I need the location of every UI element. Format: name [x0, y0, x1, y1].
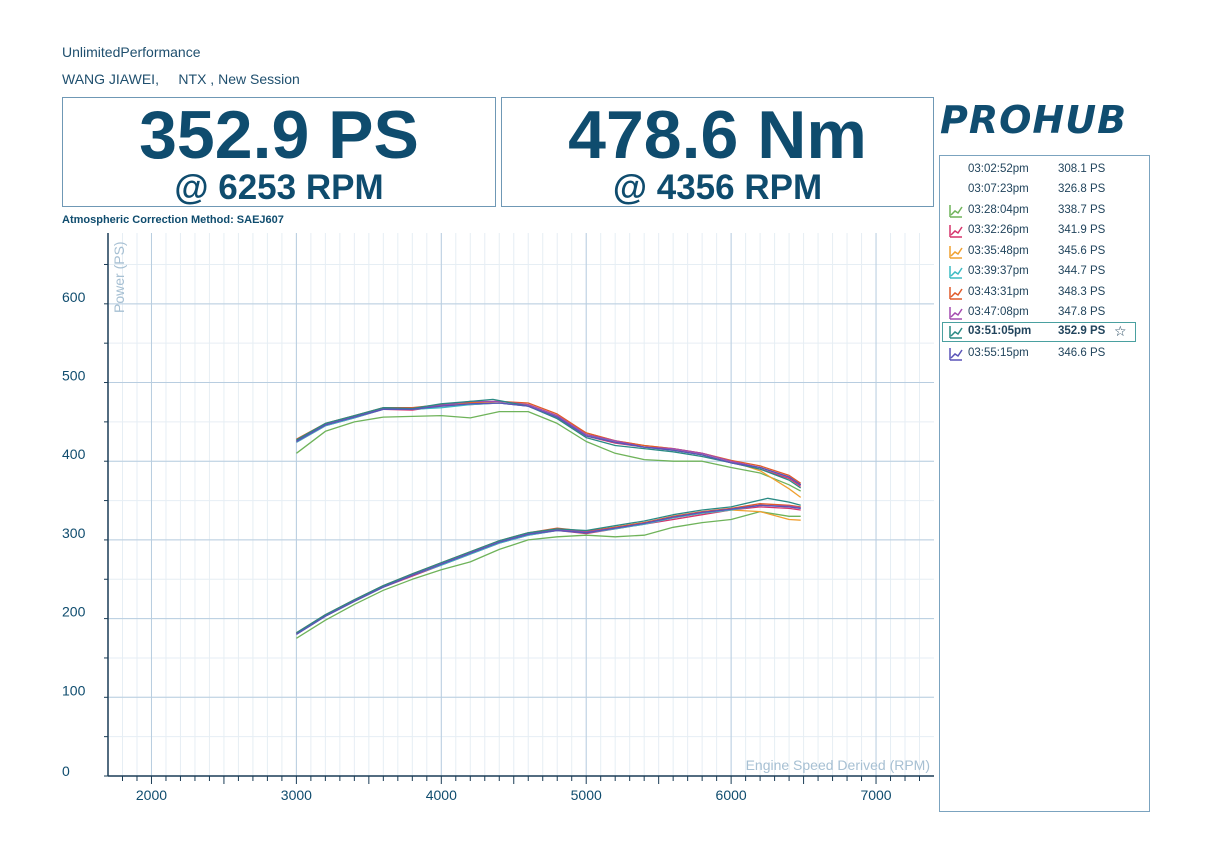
- company-name: UnlimitedPerformance: [62, 44, 201, 60]
- run-time: 03:28:04pm: [968, 204, 1029, 216]
- dyno-chart: 0 100 200 300 400 500 600 2000 3000 4000 5000 6000 7…: [62, 233, 934, 803]
- run-row[interactable]: 03:28:04pm 338.7 PS: [943, 202, 1135, 220]
- run-curve-icon: [949, 326, 963, 339]
- run-curve-icon: [949, 266, 963, 279]
- run-row[interactable]: 03:47:08pm 347.8 PS: [943, 304, 1135, 322]
- run-power: 352.9 PS: [1058, 325, 1106, 337]
- x-tick-label: 5000: [571, 787, 602, 803]
- run-curve-icon: [949, 307, 963, 320]
- run-power: 341.9 PS: [1058, 224, 1106, 236]
- run-power: 348.3 PS: [1058, 286, 1106, 298]
- run-row[interactable]: 03:39:37pm 344.7 PS: [943, 263, 1135, 281]
- runs-legend-panel: 03:02:52pm 308.1 PS 03:07:23pm 326.8 PS 03:2…: [939, 155, 1150, 812]
- torque-series-line: [296, 410, 802, 492]
- peak-torque-box: 478.6 Nm @ 4356 RPM: [501, 97, 934, 207]
- x-tick-label: 7000: [860, 787, 891, 803]
- run-time: 03:47:08pm: [968, 306, 1029, 318]
- power-series-line: [296, 509, 801, 635]
- run-time: 03:43:31pm: [968, 286, 1029, 298]
- run-time: 03:55:15pm: [968, 347, 1029, 359]
- run-power: 344.7 PS: [1058, 265, 1106, 277]
- y-tick-label: 200: [62, 604, 86, 620]
- x-tick-label: 4000: [426, 787, 457, 803]
- run-power: 347.8 PS: [1058, 306, 1106, 318]
- peak-power-value: 352.9 PS: [139, 97, 419, 173]
- y-tick-label: 300: [62, 525, 86, 541]
- y-axis-label: Power (PS): [111, 241, 127, 313]
- run-row[interactable]: 03:35:48pm 345.6 PS: [943, 243, 1135, 261]
- run-row[interactable]: 03:07:23pm 326.8 PS: [943, 181, 1135, 199]
- run-time: 03:07:23pm: [968, 183, 1029, 195]
- y-tick-label: 500: [62, 368, 86, 384]
- y-tick-label: 400: [62, 446, 86, 462]
- session-info: WANG JIAWEI, NTX , New Session: [62, 71, 300, 87]
- power-series-line: [296, 497, 801, 634]
- power-series-line: [296, 504, 801, 635]
- run-time: 03:35:48pm: [968, 245, 1029, 257]
- run-row[interactable]: 03:55:15pm 346.6 PS: [943, 345, 1135, 363]
- y-tick-label: 100: [62, 682, 86, 698]
- peak-power-rpm: @ 6253 RPM: [174, 168, 384, 207]
- peak-torque-value: 478.6 Nm: [568, 97, 867, 173]
- run-row[interactable]: 03:51:05pm 352.9 PS ☆: [942, 322, 1136, 342]
- run-power: 345.6 PS: [1058, 245, 1106, 257]
- power-series-line: [296, 506, 801, 635]
- x-tick-label: 3000: [281, 787, 312, 803]
- power-series-line: [296, 504, 801, 635]
- star-icon[interactable]: ☆: [1114, 323, 1127, 339]
- power-series-line: [296, 503, 801, 634]
- run-curve-icon: [949, 246, 963, 259]
- peak-power-box: 352.9 PS @ 6253 RPM: [62, 97, 496, 207]
- run-row[interactable]: 03:32:26pm 341.9 PS: [943, 222, 1135, 240]
- run-curve-icon: [949, 348, 963, 361]
- peak-torque-rpm: @ 4356 RPM: [612, 168, 823, 207]
- run-time: 03:39:37pm: [968, 265, 1029, 277]
- run-time: 03:02:52pm: [968, 163, 1029, 175]
- run-curve-icon: [949, 287, 963, 300]
- atmospheric-correction-label: Atmospheric Correction Method: SAEJ607: [62, 214, 284, 226]
- y-tick-label: 600: [62, 289, 86, 305]
- torque-series-line: [296, 400, 802, 486]
- run-power: 338.7 PS: [1058, 204, 1106, 216]
- prohub-logo: PROHUB: [940, 98, 1128, 142]
- run-power: 326.8 PS: [1058, 183, 1106, 195]
- run-curve-icon: [949, 225, 963, 238]
- x-tick-label: 6000: [716, 787, 747, 803]
- run-curve-icon: [949, 205, 963, 218]
- torque-series-line: [296, 402, 802, 486]
- x-axis-label: Engine Speed Derived (RPM): [746, 757, 930, 773]
- run-time: 03:51:05pm: [968, 325, 1032, 337]
- run-power: 346.6 PS: [1058, 347, 1106, 359]
- power-series-line: [296, 510, 801, 639]
- run-power: 308.1 PS: [1058, 163, 1106, 175]
- run-row[interactable]: 03:43:31pm 348.3 PS: [943, 284, 1135, 302]
- y-tick-label: 0: [62, 763, 70, 779]
- run-row[interactable]: 03:02:52pm 308.1 PS: [943, 161, 1135, 179]
- power-series-line: [296, 504, 801, 635]
- torque-series-line: [296, 400, 802, 498]
- run-time: 03:32:26pm: [968, 224, 1029, 236]
- x-tick-label: 2000: [136, 787, 167, 803]
